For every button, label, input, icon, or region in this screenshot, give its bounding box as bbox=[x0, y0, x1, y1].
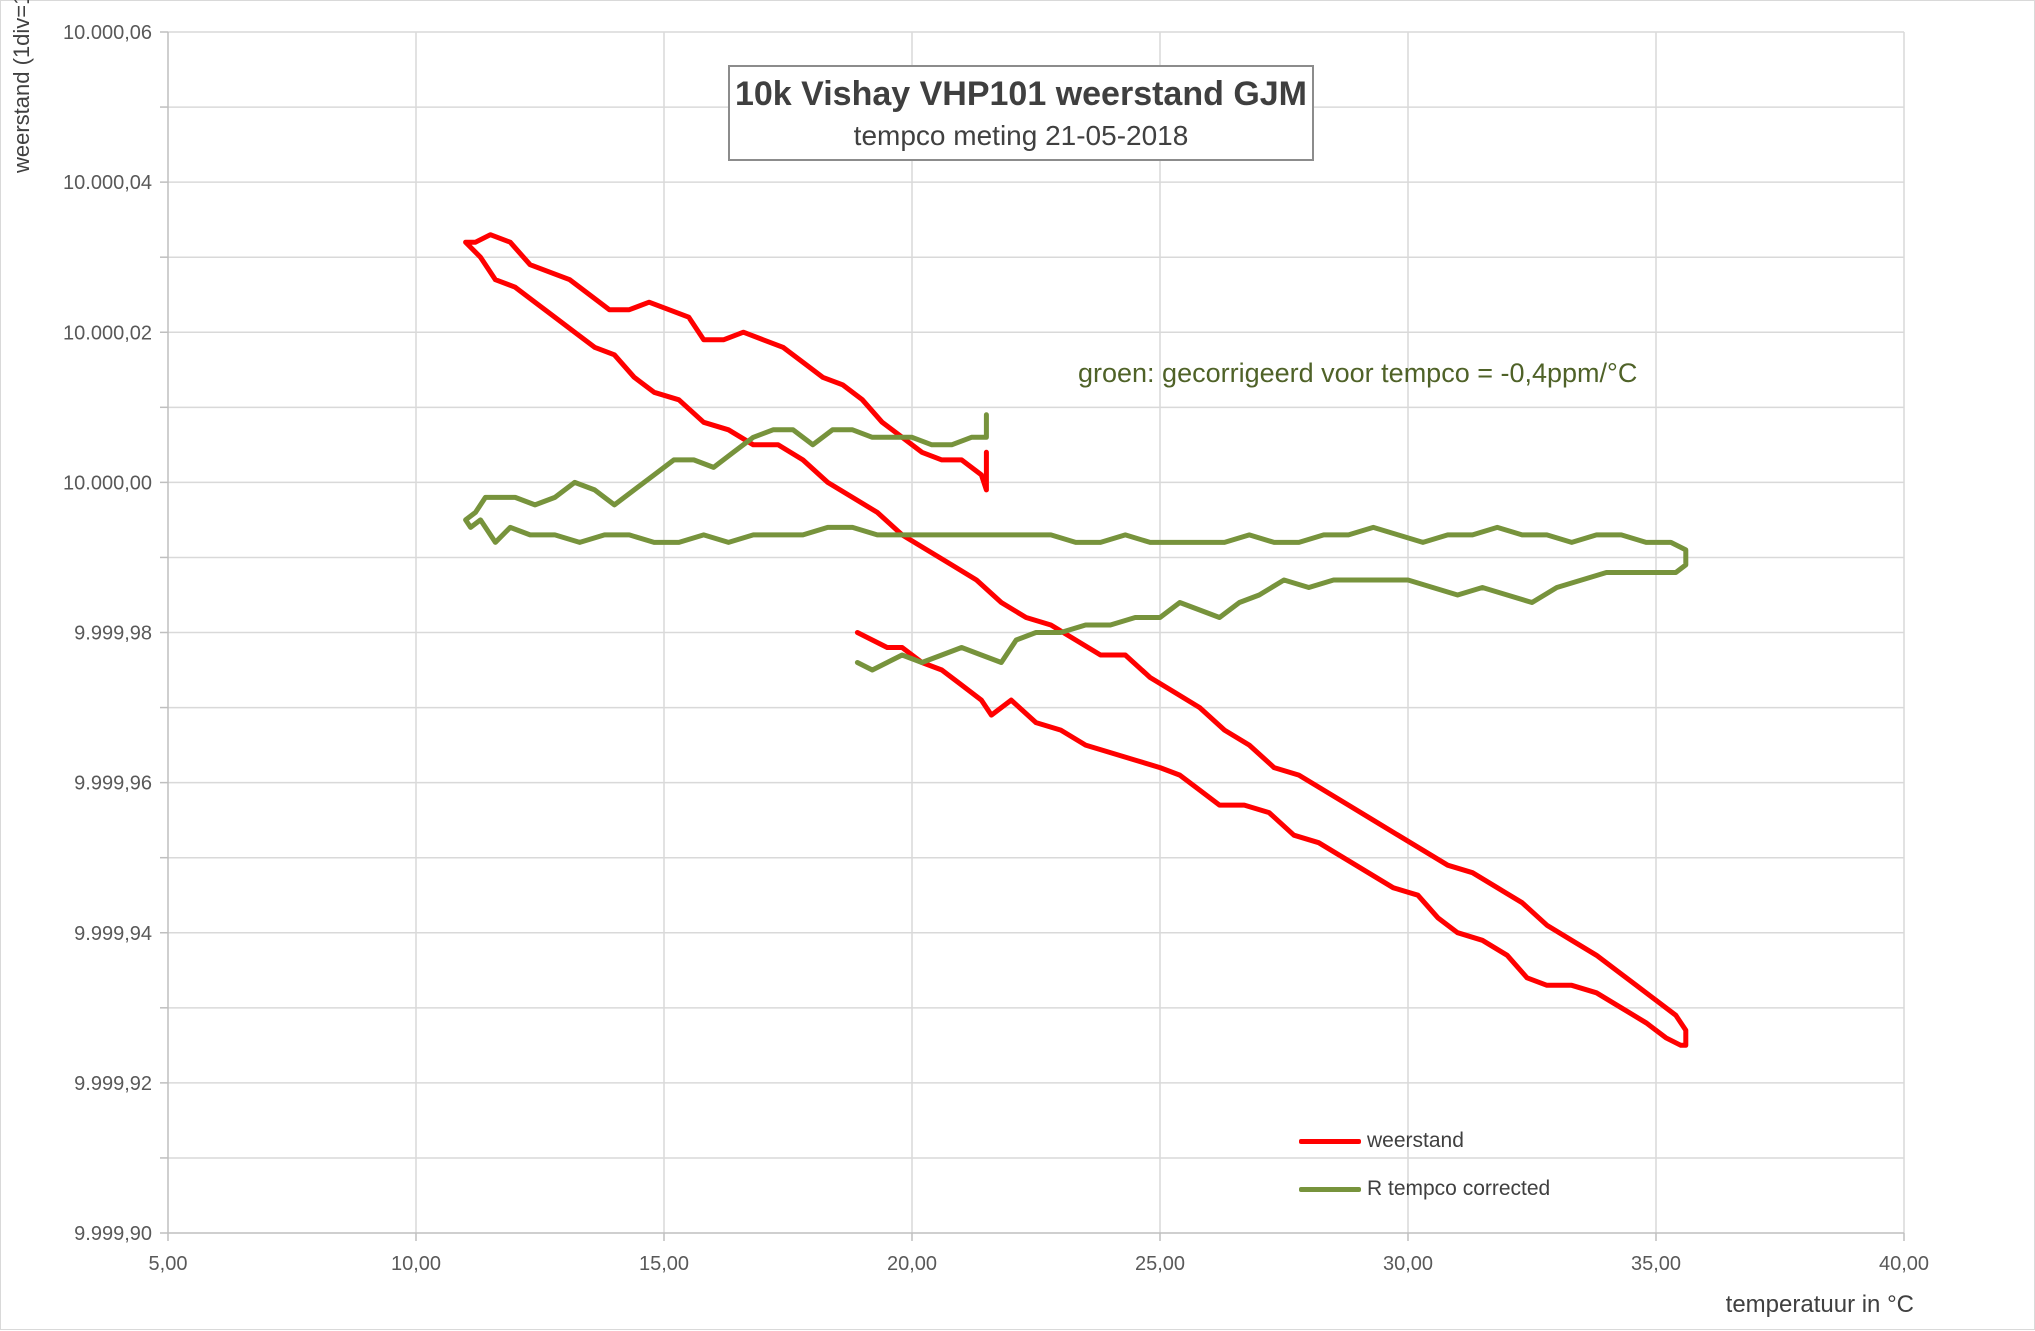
y-tick-label: 10.000,04 bbox=[63, 172, 152, 194]
x-tick-label: 10,00 bbox=[391, 1253, 441, 1275]
x-axis-title: temperatuur in °C bbox=[1725, 1291, 1914, 1318]
y-axis-title: weerstand (1div=1ppm) bbox=[9, 0, 35, 173]
y-tick-label: 9.999,92 bbox=[74, 1073, 152, 1095]
legend-label-weerstand: weerstand bbox=[1367, 1129, 1464, 1152]
axes bbox=[160, 31, 1905, 1241]
series-line-tempco-corrected bbox=[463, 412, 1689, 673]
grid-lines bbox=[168, 31, 1905, 1233]
y-tick-label: 9.999,94 bbox=[74, 923, 152, 945]
x-tick-label: 40,00 bbox=[1879, 1253, 1929, 1275]
tick-labels: 5,00 10,00 15,00 20,00 25,00 30,00 35,00 40,00 9… bbox=[63, 22, 1929, 1275]
chart-annotation: groen: gecorrigeerd voor tempco = -0,4pp… bbox=[1078, 358, 1638, 388]
x-tick-label: 15,00 bbox=[639, 1253, 689, 1275]
y-axis-title-text: weerstand (1div=1ppm) bbox=[9, 0, 34, 173]
legend-swatch-corrected bbox=[1299, 1186, 1361, 1192]
x-tick-label: 35,00 bbox=[1631, 1253, 1681, 1275]
chart-title: 10k Vishay VHP101 weerstand GJM bbox=[734, 75, 1307, 113]
x-tick-label: 5,00 bbox=[149, 1253, 188, 1275]
x-tick-label: 20,00 bbox=[887, 1253, 937, 1275]
x-tick-label: 30,00 bbox=[1383, 1253, 1433, 1275]
legend-item-weerstand: weerstand bbox=[1299, 1117, 1550, 1165]
series-lines bbox=[463, 232, 1689, 1048]
y-tick-label: 10.000,02 bbox=[63, 322, 152, 344]
legend-item-corrected: R tempco corrected bbox=[1299, 1165, 1550, 1213]
y-tick-label: 9.999,96 bbox=[74, 773, 152, 795]
y-tick-label: 10.000,00 bbox=[63, 472, 152, 494]
y-tick-label: 10.000,06 bbox=[63, 22, 152, 44]
chart-title-box: 10k Vishay VHP101 weerstand GJM tempco m… bbox=[728, 65, 1314, 161]
series-line-weerstand bbox=[463, 232, 1689, 1048]
y-tick-label: 9.999,90 bbox=[74, 1223, 152, 1245]
x-tick-label: 25,00 bbox=[1135, 1253, 1185, 1275]
y-tick-label: 9.999,98 bbox=[74, 623, 152, 645]
legend: weerstand R tempco corrected bbox=[1299, 1117, 1550, 1213]
chart-subtitle: tempco meting 21-05-2018 bbox=[853, 120, 1189, 151]
legend-swatch-weerstand bbox=[1299, 1138, 1361, 1144]
legend-label-corrected: R tempco corrected bbox=[1367, 1177, 1551, 1200]
